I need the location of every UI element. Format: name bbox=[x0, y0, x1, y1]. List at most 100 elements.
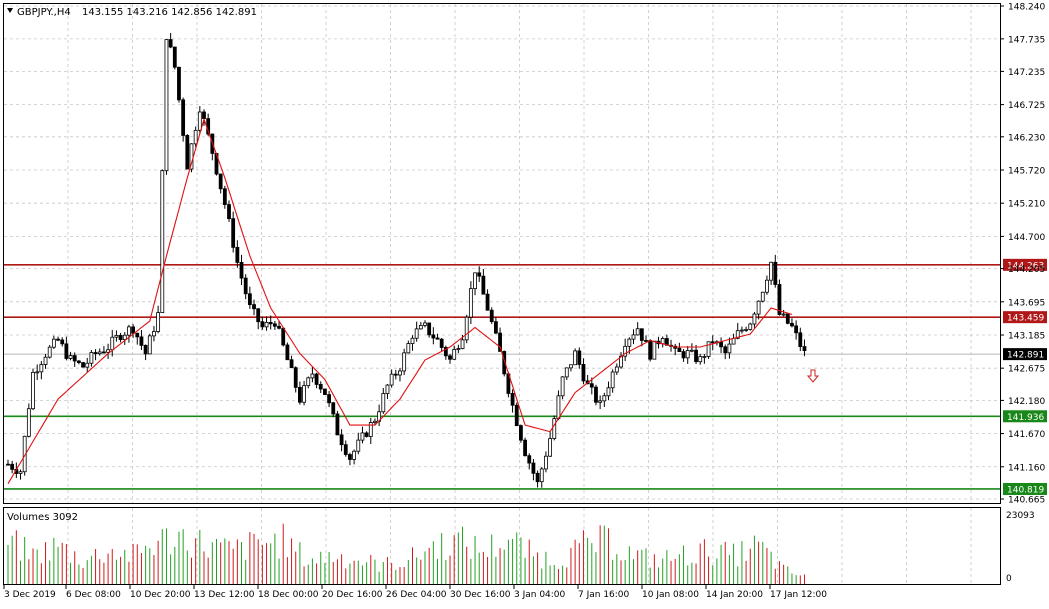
candle-body bbox=[489, 309, 494, 323]
candle-body bbox=[398, 370, 402, 376]
candle-body bbox=[56, 338, 60, 341]
candle-body bbox=[247, 293, 252, 306]
candle-body bbox=[227, 204, 231, 220]
time-tick-label: 7 Jan 16:00 bbox=[578, 590, 630, 600]
moving-average-line bbox=[7, 117, 793, 484]
candle-body bbox=[402, 352, 407, 372]
candle-body bbox=[118, 335, 123, 340]
candle-body bbox=[6, 463, 10, 466]
candle-body bbox=[281, 327, 286, 346]
candle-body bbox=[648, 340, 653, 360]
candle-body bbox=[318, 384, 323, 390]
candle-body bbox=[523, 439, 527, 457]
candle-body bbox=[172, 46, 177, 68]
candle-body bbox=[381, 393, 386, 413]
candle-body bbox=[460, 339, 465, 349]
candle-body bbox=[723, 346, 728, 354]
candle-body bbox=[139, 336, 144, 346]
price-tick-label: 145.210 bbox=[1008, 200, 1045, 210]
candle-body bbox=[277, 325, 281, 329]
candle-body bbox=[252, 304, 256, 310]
price-tick-label: 141.670 bbox=[1008, 430, 1045, 440]
candle-body bbox=[152, 331, 156, 337]
candle-body bbox=[373, 420, 377, 423]
level-label: 144.263 bbox=[1007, 261, 1044, 271]
candle-body bbox=[802, 346, 807, 351]
candle-body bbox=[181, 99, 186, 136]
candle-body bbox=[639, 328, 644, 341]
candle-body bbox=[164, 39, 169, 172]
candle-body bbox=[272, 323, 277, 327]
candle-body bbox=[689, 349, 694, 352]
time-tick-label: 3 Dec 2019 bbox=[4, 590, 56, 600]
candle-body bbox=[352, 450, 357, 460]
candle-body bbox=[652, 340, 657, 360]
candle-body bbox=[418, 325, 423, 330]
candle-body bbox=[264, 322, 269, 328]
candle-body bbox=[268, 322, 273, 325]
price-axis: 148.240 147.735 147.235 146.725 146.230 145.7… bbox=[1000, 3, 1045, 506]
price-tick-label: 146.230 bbox=[1008, 133, 1045, 143]
candle-body bbox=[477, 272, 482, 277]
candle-body bbox=[64, 343, 69, 359]
grid bbox=[4, 4, 1000, 584]
candle-body bbox=[364, 432, 369, 437]
current-price-label: 142.891 bbox=[1007, 351, 1044, 361]
candle-body bbox=[97, 351, 102, 354]
candle-body bbox=[452, 349, 457, 360]
level-tag bbox=[1003, 311, 1047, 324]
candle-body bbox=[660, 338, 665, 345]
level-tag bbox=[1003, 258, 1047, 271]
time-tick-label: 6 Dec 08:00 bbox=[66, 590, 121, 600]
time-tick-label: 26 Dec 04:00 bbox=[386, 590, 447, 600]
candle-body bbox=[527, 455, 532, 464]
candle-body bbox=[235, 246, 240, 263]
time-tick-label: 14 Jan 20:00 bbox=[706, 590, 763, 600]
candle-body bbox=[102, 351, 106, 354]
candle-body bbox=[581, 364, 586, 382]
candle-body bbox=[110, 336, 115, 351]
candle-body bbox=[143, 344, 148, 355]
candle-body bbox=[485, 293, 490, 311]
candle-body bbox=[448, 355, 452, 360]
candle-body bbox=[560, 376, 565, 397]
candle-body bbox=[598, 400, 603, 403]
candle-body bbox=[302, 385, 306, 403]
candle-body bbox=[573, 350, 578, 366]
candle-body bbox=[756, 300, 761, 315]
time-tick-label: 10 Dec 20:00 bbox=[130, 590, 191, 600]
candle-body bbox=[423, 322, 427, 326]
candle-body bbox=[727, 343, 732, 354]
candle-body bbox=[644, 340, 648, 342]
candle-body bbox=[310, 373, 315, 379]
candle-body bbox=[414, 328, 419, 339]
candle-body bbox=[627, 338, 632, 347]
horizontal-levels[interactable]: 144.263 143.459 141.936 140.819 bbox=[4, 258, 1047, 496]
volume-panel-frame bbox=[3, 507, 1001, 585]
candle-body bbox=[773, 261, 778, 285]
dropdown-triangle-icon[interactable] bbox=[7, 8, 13, 13]
candle-body bbox=[564, 367, 569, 378]
candle-body bbox=[243, 277, 248, 295]
candle-body bbox=[785, 313, 790, 324]
candle-body bbox=[343, 444, 348, 455]
candle-body bbox=[68, 355, 73, 359]
candle-body bbox=[60, 339, 65, 345]
candle-body bbox=[748, 323, 753, 330]
candle-body bbox=[464, 316, 469, 341]
candle-body bbox=[222, 188, 227, 205]
candle-body bbox=[531, 462, 536, 474]
candle-body bbox=[160, 170, 165, 314]
level-tag bbox=[1003, 410, 1047, 423]
candle-body bbox=[798, 332, 803, 347]
current-price-tag: 142.891 bbox=[1003, 348, 1047, 361]
sell-arrow-icon[interactable] bbox=[806, 369, 820, 383]
candle-body bbox=[610, 371, 615, 389]
time-tick-label: 13 Dec 12:00 bbox=[194, 590, 255, 600]
candle-body bbox=[498, 332, 502, 352]
candle-body bbox=[393, 373, 398, 376]
candle-body bbox=[10, 463, 15, 470]
volume-axis-bottom: 0 bbox=[1006, 574, 1012, 584]
